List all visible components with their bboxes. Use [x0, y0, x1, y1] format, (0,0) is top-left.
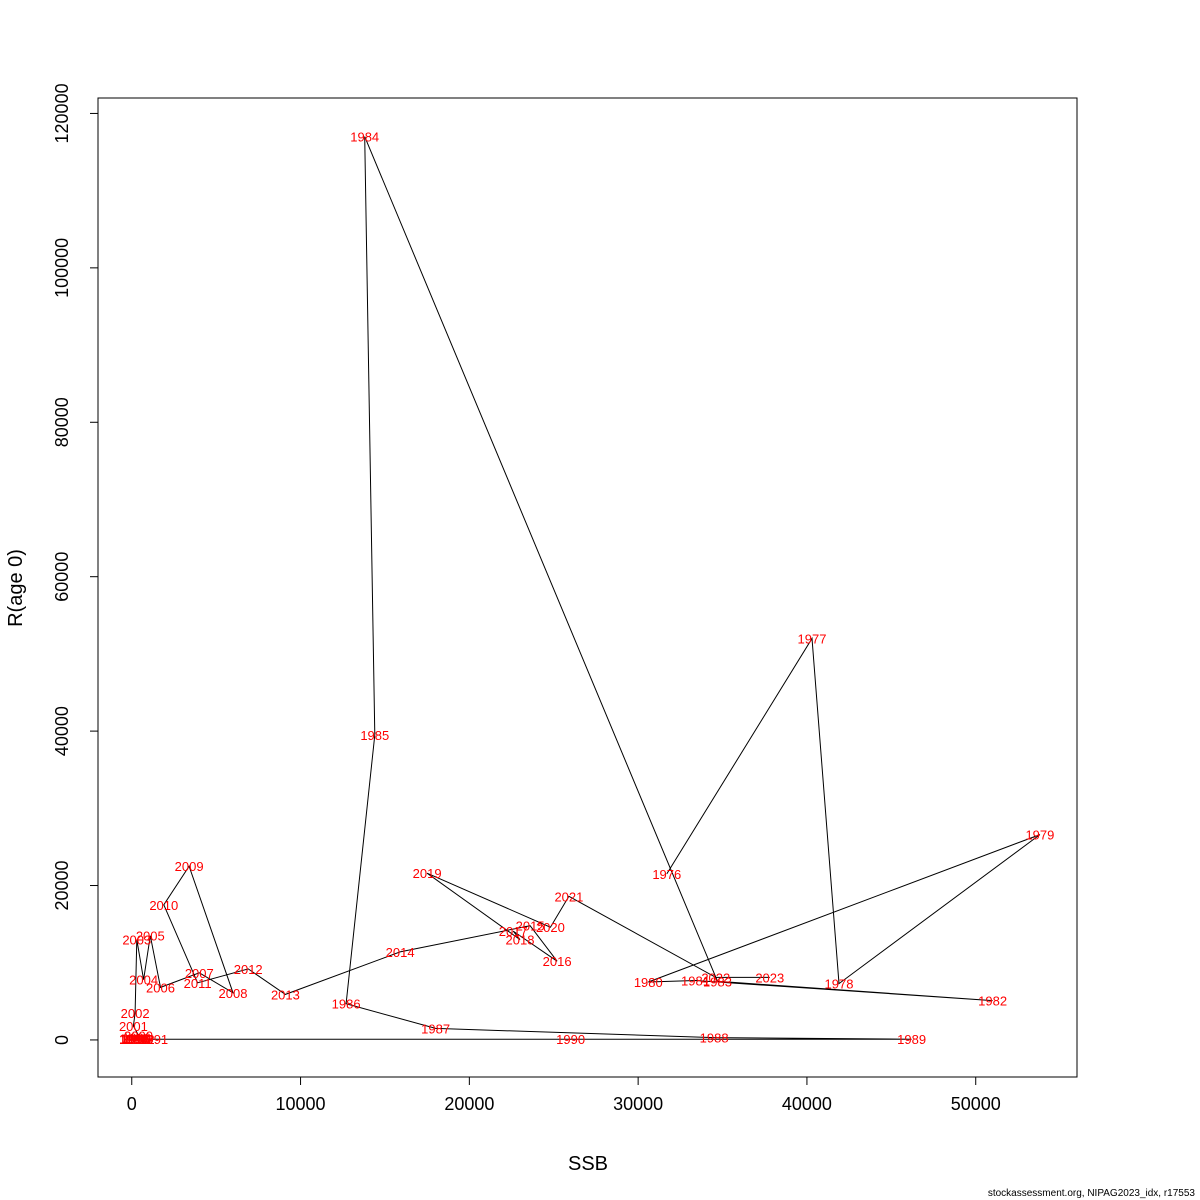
x-tick-label: 30000 — [613, 1094, 663, 1114]
point-label-1987: 1987 — [421, 1021, 450, 1036]
point-label-2017: 2017 — [499, 924, 528, 939]
point-label-2002: 2002 — [121, 1006, 150, 1021]
point-label-2001: 2001 — [119, 1019, 148, 1034]
x-tick-label: 50000 — [951, 1094, 1001, 1114]
point-label-1981: 1981 — [681, 974, 710, 989]
point-label-1988: 1988 — [700, 1031, 729, 1046]
point-label-1992: 1992 — [126, 1032, 155, 1047]
point-label-1985: 1985 — [360, 728, 389, 743]
point-label-1996: 1996 — [124, 1032, 153, 1047]
point-label-2015: 2015 — [516, 919, 545, 934]
point-label-2008: 2008 — [219, 986, 248, 1001]
point-label-2007: 2007 — [185, 966, 214, 981]
y-tick-label: 60000 — [52, 552, 72, 602]
point-label-1994: 1994 — [119, 1032, 148, 1047]
point-label-1978: 1978 — [825, 977, 854, 992]
y-tick-label: 40000 — [52, 706, 72, 756]
point-label-1990: 1990 — [556, 1032, 585, 1047]
point-label-1995: 1995 — [121, 1032, 150, 1047]
x-tick-label: 40000 — [782, 1094, 832, 1114]
point-label-1982: 1982 — [978, 994, 1007, 1009]
point-label-2009: 2009 — [175, 859, 204, 874]
y-tick-label: 0 — [52, 1035, 72, 1045]
point-label-2006: 2006 — [146, 980, 175, 995]
point-label-1997: 1997 — [119, 1031, 148, 1046]
footer-credit: stockassessment.org, NIPAG2023_idx, r175… — [988, 1188, 1196, 1199]
point-label-1989: 1989 — [897, 1032, 926, 1047]
y-tick-label: 100000 — [52, 238, 72, 298]
trajectory-line — [132, 136, 1041, 1040]
point-label-1998: 1998 — [121, 1031, 150, 1046]
point-label-2005: 2005 — [136, 929, 165, 944]
point-label-2016: 2016 — [543, 954, 572, 969]
point-label-2011: 2011 — [184, 976, 212, 991]
x-axis-title: SSB — [568, 1153, 608, 1175]
y-axis-title: R(age 0) — [5, 549, 27, 627]
point-label-2012: 2012 — [234, 962, 263, 977]
point-label-1991: 1991 — [139, 1032, 168, 1047]
point-label-1976: 1976 — [652, 867, 681, 882]
point-label-2014: 2014 — [386, 945, 415, 960]
point-label-2018: 2018 — [506, 933, 535, 948]
x-tick-label: 20000 — [444, 1094, 494, 1114]
x-tick-label: 0 — [127, 1094, 137, 1114]
year-labels-group: 1976 1977 1978 1979 1980 1981 1982 1983 1984 1985… — [119, 130, 1054, 1048]
point-label-2000: 2000 — [124, 1028, 153, 1043]
point-label-2023: 2023 — [755, 970, 784, 985]
point-label-1986: 1986 — [332, 997, 361, 1012]
point-label-2004: 2004 — [129, 973, 158, 988]
point-label-2021: 2021 — [554, 889, 583, 904]
y-tick-label: 80000 — [52, 397, 72, 447]
x-axis: 0 10000 20000 30000 40000 50000 — [127, 1076, 1001, 1114]
point-label-1983: 1983 — [703, 974, 732, 989]
y-tick-label: 20000 — [52, 860, 72, 910]
point-label-2013: 2013 — [271, 987, 300, 1002]
point-label-1977: 1977 — [798, 632, 827, 647]
point-label-1980: 1980 — [634, 975, 663, 990]
point-label-1979: 1979 — [1025, 828, 1054, 843]
point-label-1984: 1984 — [350, 130, 379, 145]
point-label-2020: 2020 — [536, 920, 565, 935]
point-label-2019: 2019 — [413, 866, 442, 881]
x-tick-label: 10000 — [276, 1094, 326, 1114]
point-label-1993: 1993 — [122, 1032, 151, 1047]
trajectory-line-group — [132, 136, 1041, 1040]
y-axis: 0 20000 40000 60000 80000 100000 120000 — [52, 83, 99, 1045]
point-label-2022: 2022 — [701, 970, 730, 985]
point-label-1999: 1999 — [122, 1031, 151, 1046]
point-label-2010: 2010 — [149, 898, 178, 913]
y-tick-label: 120000 — [52, 83, 72, 143]
point-label-2003: 2003 — [122, 933, 151, 948]
